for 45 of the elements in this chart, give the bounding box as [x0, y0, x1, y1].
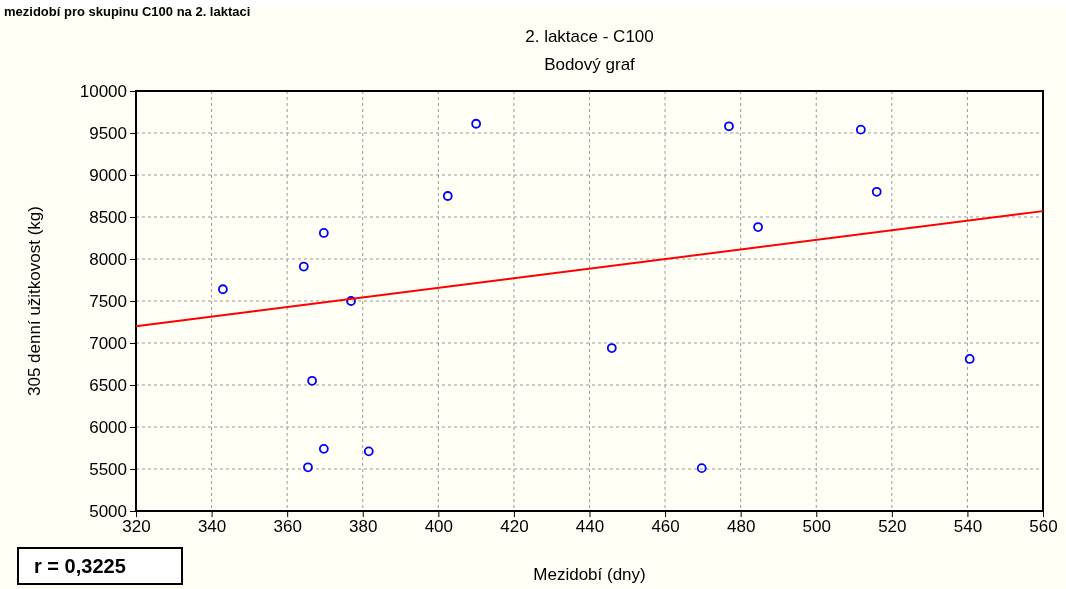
- point: [298, 261, 309, 272]
- y-tick-label: 6500: [89, 375, 127, 395]
- point: [346, 296, 356, 306]
- y-tick-label: 8500: [89, 207, 127, 227]
- point: [606, 343, 617, 353]
- x-tick-label: 340: [197, 517, 227, 537]
- point: [696, 463, 707, 474]
- y-axis-title: 305 denní užitkovost (kg): [25, 206, 44, 396]
- x-axis-title: Mezidobí (dny): [533, 565, 646, 584]
- x-tick-label: 560: [1029, 517, 1058, 537]
- point: [855, 124, 866, 135]
- point: [442, 191, 453, 201]
- point: [307, 375, 317, 386]
- point: [471, 118, 482, 129]
- point: [318, 228, 329, 238]
- x-tick-label: 400: [424, 517, 454, 537]
- point: [753, 222, 763, 232]
- x-tick-label: 440: [575, 517, 605, 537]
- y-tick-label: 6000: [89, 417, 127, 437]
- point: [724, 121, 734, 132]
- point: [871, 186, 882, 197]
- x-tick-label: 460: [651, 517, 680, 537]
- text: mezidobí pro skupinu C100 na 2. laktaci: [4, 3, 251, 19]
- chart-title: 2. laktace - C100: [525, 27, 654, 46]
- x-tick-label: 420: [500, 517, 529, 537]
- point: [964, 354, 975, 364]
- point: [363, 446, 374, 457]
- point: [318, 443, 329, 454]
- x-tick-label: 520: [878, 517, 907, 537]
- text: r = 0,3225: [34, 555, 126, 577]
- y-tick-label: 7500: [89, 291, 127, 311]
- y-tick-label: 5500: [89, 459, 127, 479]
- x-tick-label: 500: [802, 517, 831, 537]
- x-tick-label: 540: [953, 517, 983, 537]
- point: [303, 462, 313, 473]
- x-tick-label: 380: [349, 517, 378, 537]
- x-tick-label: 360: [273, 517, 302, 537]
- y-tick-label: 7000: [89, 333, 127, 353]
- y-tick-label: 8000: [89, 249, 127, 269]
- point: [218, 284, 228, 295]
- chart-subtitle: Bodový graf: [544, 55, 636, 74]
- x-tick-label: 480: [726, 517, 756, 537]
- y-tick-label: 9500: [89, 123, 127, 143]
- y-tick-label: 9000: [89, 165, 127, 185]
- y-tick-label: 10000: [79, 81, 127, 101]
